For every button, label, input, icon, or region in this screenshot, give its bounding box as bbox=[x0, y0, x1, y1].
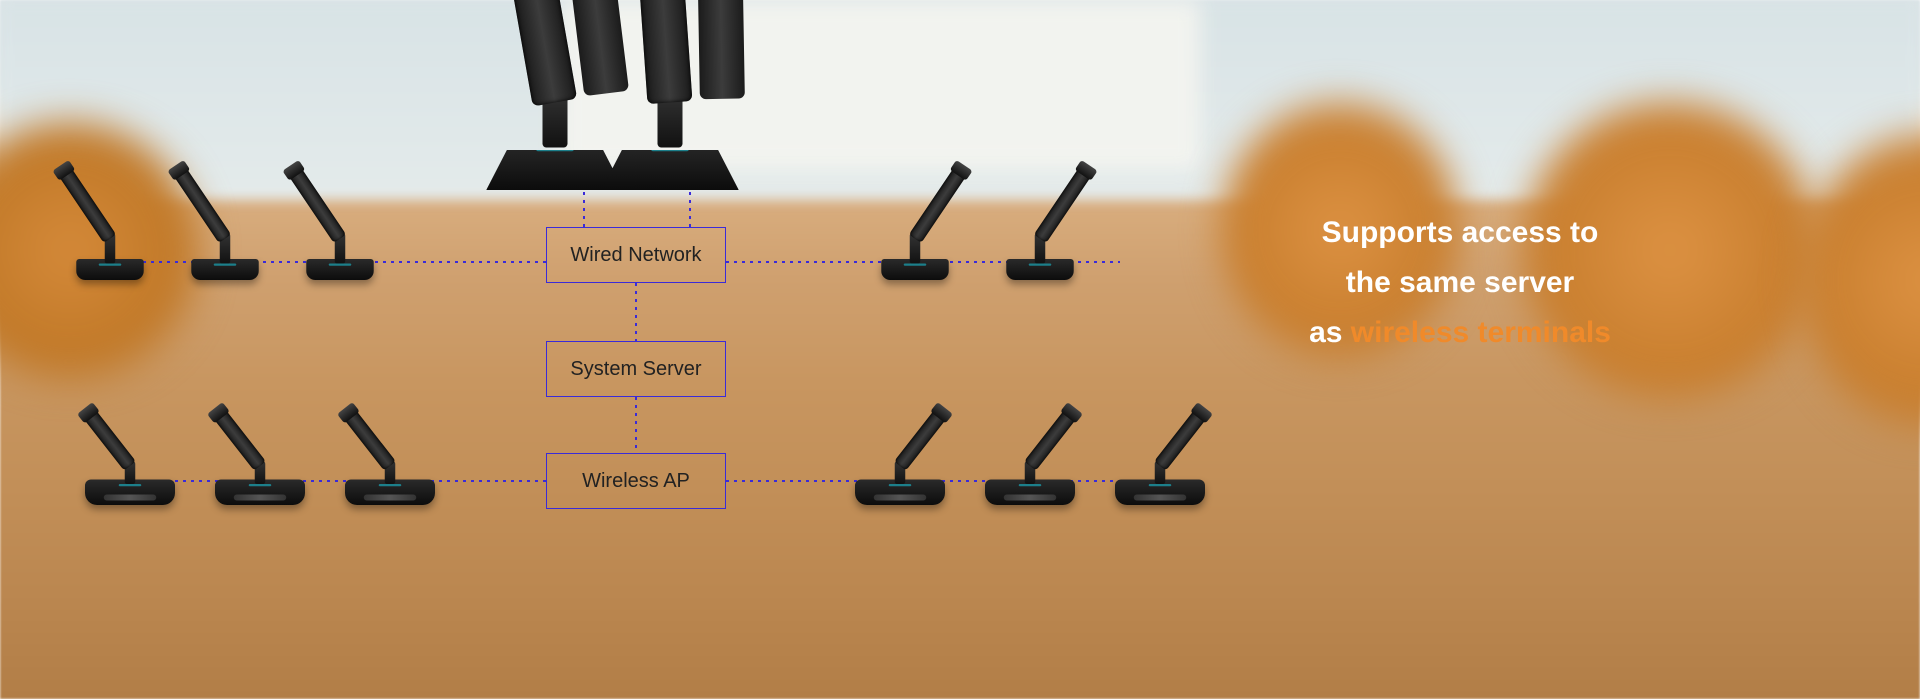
callout-line-3-prefix: as bbox=[1309, 316, 1351, 349]
wired-network-label: Wired Network bbox=[570, 244, 701, 267]
system-server-label: System Server bbox=[570, 358, 701, 381]
system-server-box: System Server bbox=[546, 341, 726, 397]
callout-line-2: the same server bbox=[1225, 258, 1695, 308]
callout-line-3: as wireless terminals bbox=[1225, 308, 1695, 358]
wireless-ap-label: Wireless AP bbox=[582, 470, 690, 493]
callout-line-1: Supports access to bbox=[1225, 208, 1695, 258]
wired-network-box: Wired Network bbox=[546, 227, 726, 283]
callout-line-3-accent: wireless terminals bbox=[1351, 316, 1611, 349]
wireless-ap-box: Wireless AP bbox=[546, 453, 726, 509]
feature-callout: Supports access to the same server as wi… bbox=[1225, 208, 1695, 358]
